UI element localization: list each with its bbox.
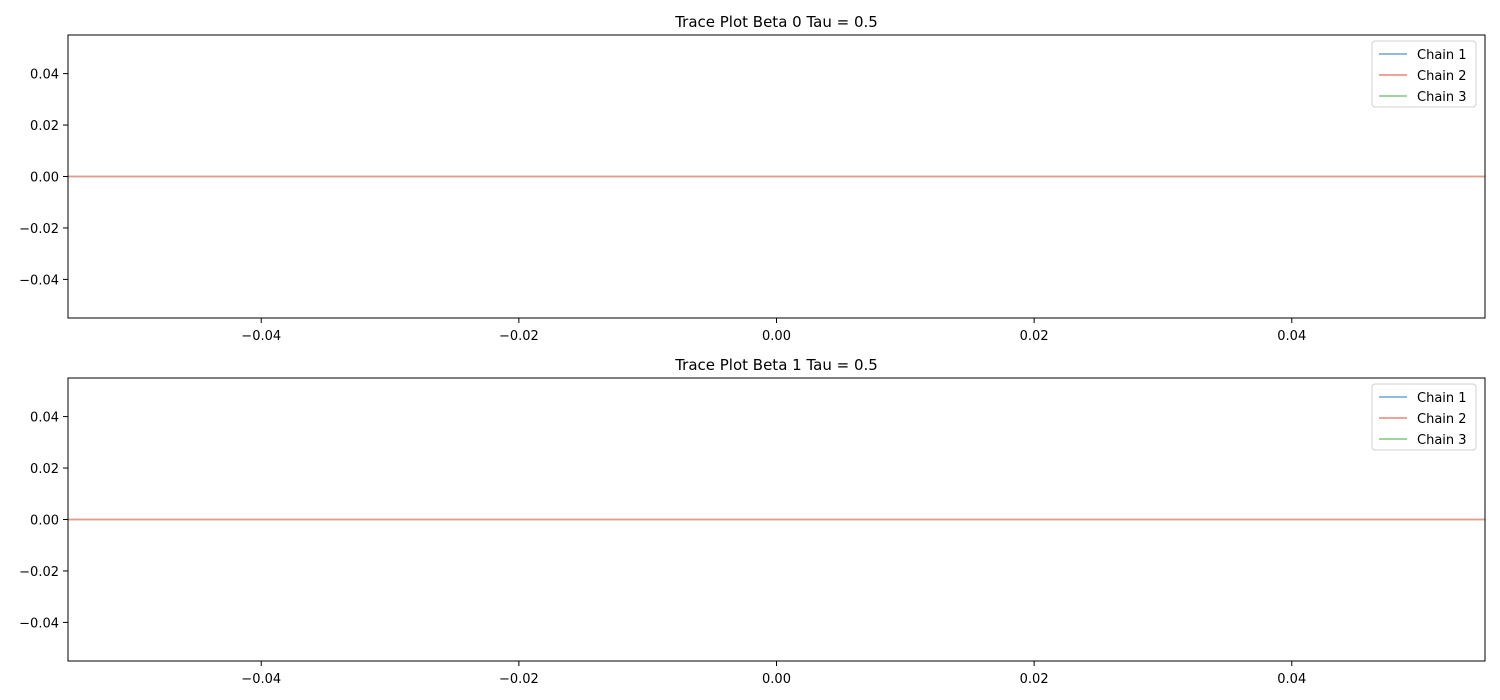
x-tick-label: 0.04 xyxy=(1277,329,1306,344)
x-tick-label: −0.04 xyxy=(241,672,281,687)
legend-label-chain-3: Chain 3 xyxy=(1417,90,1467,105)
legend-label-chain-2: Chain 2 xyxy=(1417,412,1467,427)
chart-title: Trace Plot Beta 0 Tau = 0.5 xyxy=(674,13,878,31)
y-tick-label: 0.00 xyxy=(30,171,59,186)
x-tick-label: 0.00 xyxy=(762,672,791,687)
x-tick-label: 0.04 xyxy=(1277,672,1306,687)
y-tick-label: 0.02 xyxy=(30,462,59,477)
legend-label-chain-1: Chain 1 xyxy=(1417,48,1467,63)
chart-title: Trace Plot Beta 1 Tau = 0.5 xyxy=(674,356,878,374)
y-tick-label: 0.04 xyxy=(30,411,59,426)
legend-box xyxy=(1371,383,1477,451)
legend-label-chain-2: Chain 2 xyxy=(1417,69,1467,84)
legend: Chain 1 Chain 2 Chain 3 xyxy=(1371,40,1477,108)
trace-plot-panel-0: Trace Plot Beta 0 Tau = 0.5 −0.04 −0.02 0.0… xyxy=(19,13,1486,344)
x-tick-label: 0.02 xyxy=(1020,672,1049,687)
legend: Chain 1 Chain 2 Chain 3 xyxy=(1371,383,1477,451)
x-tick-label: −0.02 xyxy=(499,329,539,344)
legend-box xyxy=(1371,40,1477,108)
y-tick-label: 0.02 xyxy=(30,119,59,134)
y-tick-label: −0.04 xyxy=(19,616,59,631)
y-tick-label: −0.04 xyxy=(19,273,59,288)
y-tick-label: −0.02 xyxy=(19,565,59,580)
trace-plot-panel-1: Trace Plot Beta 1 Tau = 0.5 −0.04 −0.02 0.0… xyxy=(19,356,1486,687)
x-tick-label: 0.00 xyxy=(762,329,791,344)
x-tick-label: 0.02 xyxy=(1020,329,1049,344)
y-tick-label: 0.04 xyxy=(30,68,59,83)
x-tick-label: −0.04 xyxy=(241,329,281,344)
y-tick-label: 0.00 xyxy=(30,514,59,529)
y-tick-label: −0.02 xyxy=(19,222,59,237)
legend-label-chain-3: Chain 3 xyxy=(1417,433,1467,448)
legend-label-chain-1: Chain 1 xyxy=(1417,391,1467,406)
x-tick-label: −0.02 xyxy=(499,672,539,687)
